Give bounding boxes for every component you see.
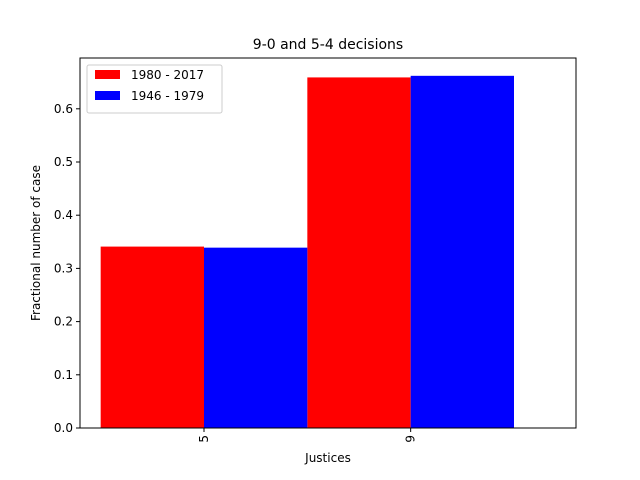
- y-tick-label: 0.1: [54, 368, 73, 382]
- y-tick-label: 0.4: [54, 208, 73, 222]
- y-tick-label: 0.3: [54, 261, 73, 275]
- bar-series1-5: [100, 246, 204, 428]
- y-tick-label: 0.0: [54, 421, 73, 435]
- bars: [100, 75, 514, 428]
- x-tick-label: 5: [197, 435, 211, 443]
- plot-frame: [79, 57, 577, 429]
- legend-label: 1946 - 1979: [131, 89, 204, 103]
- chart-title: 9-0 and 5-4 decisions: [253, 37, 403, 53]
- y-tick-label: 0.5: [54, 155, 73, 169]
- legend: 1980 - 2017 1946 - 1979: [86, 64, 223, 114]
- y-axis: 0.0 0.1 0.2 0.3 0.4 0.5 0.6: [54, 102, 80, 435]
- bar-series1-9: [307, 77, 411, 428]
- y-tick-label: 0.2: [54, 315, 73, 329]
- x-tick-label: 9: [404, 435, 418, 443]
- legend-swatch: [95, 70, 120, 79]
- legend-box: [86, 64, 223, 114]
- legend-swatch: [95, 91, 120, 100]
- bar-series2-5: [204, 247, 308, 428]
- y-tick-label: 0.6: [54, 102, 73, 116]
- y-axis-label: Fractional number of case: [29, 165, 43, 321]
- legend-label: 1980 - 2017: [131, 68, 204, 82]
- x-axis-label: Justices: [304, 451, 351, 465]
- bar-series2-9: [410, 75, 514, 428]
